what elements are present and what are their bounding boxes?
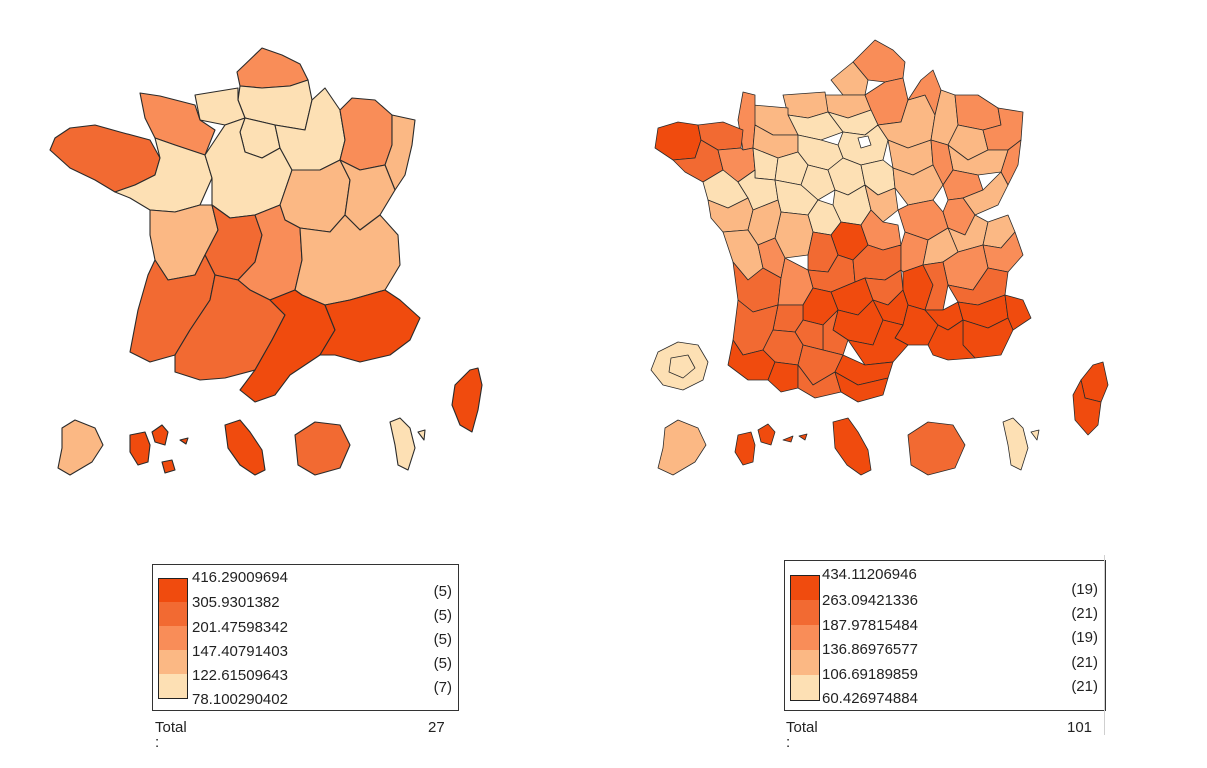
legend-swatch-class2 [158, 650, 188, 674]
dept-paris-inset-inner [668, 354, 696, 379]
legend-box [784, 560, 1106, 711]
dept-reunion [907, 421, 966, 476]
legend-class-count: (5) [433, 655, 452, 672]
legend-swatch-class5 [790, 575, 820, 601]
region-nord [236, 47, 309, 89]
dept-paris [857, 135, 872, 149]
legend-break-value: 122.61509643 [192, 667, 288, 684]
divider-line [1104, 555, 1105, 735]
legend-class-count: (5) [433, 607, 452, 624]
legend-break-value: 305.9301382 [192, 594, 280, 611]
legend-class-count: (7) [433, 679, 452, 696]
region-languedoc [239, 289, 336, 403]
region-alsace [384, 114, 416, 191]
legend-swatch-class2 [790, 650, 820, 675]
dept-pyr-orientales [834, 371, 889, 403]
legend-swatch-class1 [158, 674, 188, 699]
dept-corse-du-sud [1072, 379, 1102, 436]
legend-swatch-class4 [790, 600, 820, 625]
legend-box [152, 564, 459, 711]
region-basse-normandie [139, 92, 216, 156]
legend-break-value: 136.86976577 [822, 641, 918, 658]
legend-class-count: (19) [1071, 629, 1098, 646]
region-midi-pyrenees [174, 274, 286, 381]
dept-pas-de-calais [830, 61, 869, 96]
legend-swatch-class3 [158, 626, 188, 650]
region-lorraine [339, 97, 393, 171]
region-guadeloupe [129, 424, 189, 474]
legend-total-value: 101 [1067, 719, 1093, 736]
region-corse [451, 367, 483, 433]
dept-bouches-rhone [927, 319, 976, 361]
legend-class-count: (21) [1071, 605, 1098, 622]
legend-swatch-class4 [158, 602, 188, 626]
regions-map [0, 0, 600, 500]
dept-cote-or [892, 164, 944, 206]
legend-break-value: 201.47598342 [192, 619, 288, 636]
legend-class-count: (19) [1071, 581, 1098, 598]
region-paca [319, 289, 421, 363]
region-reunion [294, 421, 351, 476]
legend-break-value: 60.426974884 [822, 690, 918, 707]
dept-moselle [954, 94, 1002, 131]
region-haute-normandie [194, 87, 246, 126]
legend-break-value: 434.11206946 [822, 566, 917, 583]
legend-break-value: 263.09421336 [822, 592, 918, 609]
legend-total-label: Total : [786, 719, 818, 751]
legend-total-label: Total : [155, 719, 187, 751]
legend-break-value: 187.97815484 [822, 617, 918, 634]
dept-guyane [657, 419, 707, 476]
region-mayotte [389, 417, 426, 471]
legend-swatch-class1 [790, 675, 820, 701]
dept-guadeloupe [734, 423, 808, 466]
legend-swatch-class5 [158, 578, 188, 603]
legend-class-count: (21) [1071, 654, 1098, 671]
dept-loir-cher [800, 164, 836, 201]
legend-total-value: 27 [428, 719, 445, 736]
legend-class-count: (5) [433, 631, 452, 648]
dept-haute-corse [1080, 361, 1109, 403]
dept-mayotte [1002, 417, 1040, 471]
legend-break-value: 416.29009694 [192, 569, 288, 586]
region-guyane [57, 419, 104, 476]
dept-finistere [654, 121, 702, 161]
departments-map [603, 0, 1207, 500]
legend-break-value: 106.69189859 [822, 666, 918, 683]
legend-swatch-class3 [790, 625, 820, 650]
dept-nord [852, 39, 906, 83]
legend-class-count: (5) [433, 583, 452, 600]
legend-class-count: (21) [1071, 678, 1098, 695]
legend-break-value: 147.40791403 [192, 643, 288, 660]
dept-alpes-maritimes [1004, 294, 1032, 331]
region-martinique [224, 419, 266, 476]
dept-martinique [832, 417, 872, 476]
legend-break-value: 78.100290402 [192, 691, 288, 708]
